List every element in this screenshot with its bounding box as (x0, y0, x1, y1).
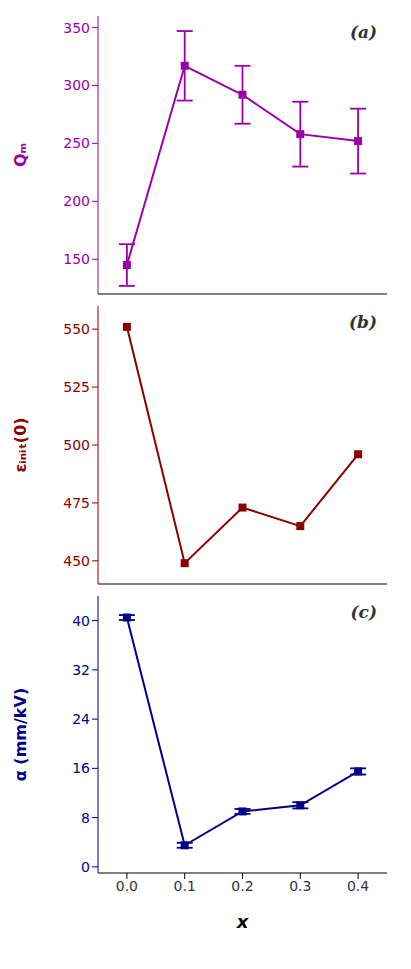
svg-text:150: 150 (63, 251, 90, 267)
svg-text:0.3: 0.3 (289, 878, 311, 894)
svg-text:525: 525 (63, 379, 90, 395)
svg-text:0.4: 0.4 (347, 878, 369, 894)
svg-text:0.0: 0.0 (116, 878, 138, 894)
svg-text:εᵢₙᵢₜ(0): εᵢₙᵢₜ(0) (11, 417, 30, 472)
svg-text:0.1: 0.1 (174, 878, 196, 894)
svg-text:0: 0 (81, 859, 90, 875)
svg-text:24: 24 (72, 711, 90, 727)
svg-text:250: 250 (63, 135, 90, 151)
html-text:(c): (c) (350, 602, 377, 622)
html-text:(a): (a) (349, 22, 377, 42)
svg-text:0.2: 0.2 (231, 878, 253, 894)
svg-text:16: 16 (72, 760, 90, 776)
html-text:(b): (b) (349, 312, 377, 332)
svg-text:475: 475 (63, 495, 90, 511)
svg-text:x: x (236, 911, 250, 932)
svg-text:450: 450 (63, 553, 90, 569)
svg-text:40: 40 (72, 613, 90, 629)
svg-text:32: 32 (72, 662, 90, 678)
svg-text:350: 350 (63, 20, 90, 36)
svg-text:α (mm/kV): α (mm/kV) (11, 688, 30, 781)
svg-text:Qₘ: Qₘ (11, 143, 30, 167)
svg-text:500: 500 (63, 437, 90, 453)
svg-text:200: 200 (63, 193, 90, 209)
svg-text:8: 8 (81, 810, 90, 826)
svg-text:300: 300 (63, 77, 90, 93)
svg-text:550: 550 (63, 321, 90, 337)
